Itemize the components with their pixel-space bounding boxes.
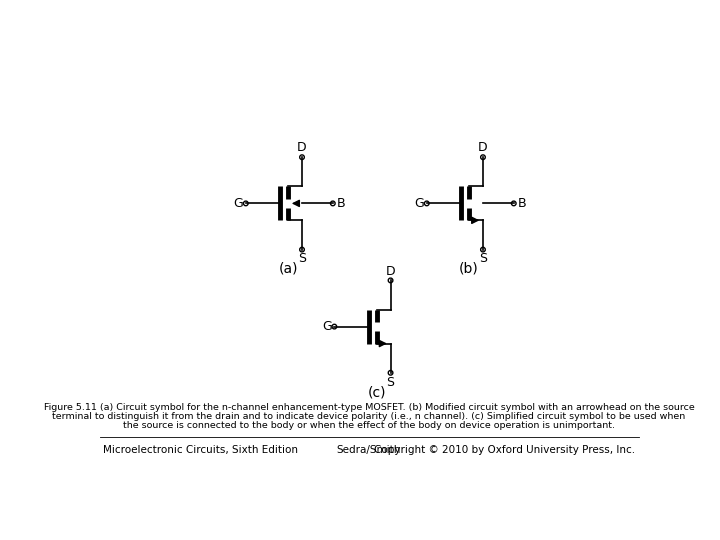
Text: S: S: [479, 252, 487, 265]
Text: S: S: [387, 375, 395, 389]
Text: G: G: [233, 197, 243, 210]
Text: B: B: [337, 197, 346, 210]
Text: G: G: [414, 197, 424, 210]
Text: the source is connected to the body or when the effect of the body on device ope: the source is connected to the body or w…: [123, 421, 615, 430]
Text: (c): (c): [367, 385, 386, 399]
Text: Figure 5.11 (a) Circuit symbol for the n-channel enhancement-type MOSFET. (b) Mo: Figure 5.11 (a) Circuit symbol for the n…: [44, 403, 694, 412]
Text: terminal to distinguish it from the drain and to indicate device polarity (i.e.,: terminal to distinguish it from the drai…: [53, 412, 685, 421]
Text: D: D: [297, 141, 307, 154]
Text: Sedra/Smith: Sedra/Smith: [337, 445, 401, 455]
Text: Copyright © 2010 by Oxford University Press, Inc.: Copyright © 2010 by Oxford University Pr…: [374, 445, 634, 455]
Text: (a): (a): [279, 262, 298, 276]
Text: D: D: [386, 265, 395, 278]
Text: G: G: [322, 320, 331, 333]
Text: (b): (b): [459, 262, 479, 276]
Text: B: B: [518, 197, 526, 210]
Text: S: S: [298, 252, 306, 265]
Text: Microelectronic Circuits, Sixth Edition: Microelectronic Circuits, Sixth Edition: [104, 445, 298, 455]
Text: D: D: [478, 141, 487, 154]
